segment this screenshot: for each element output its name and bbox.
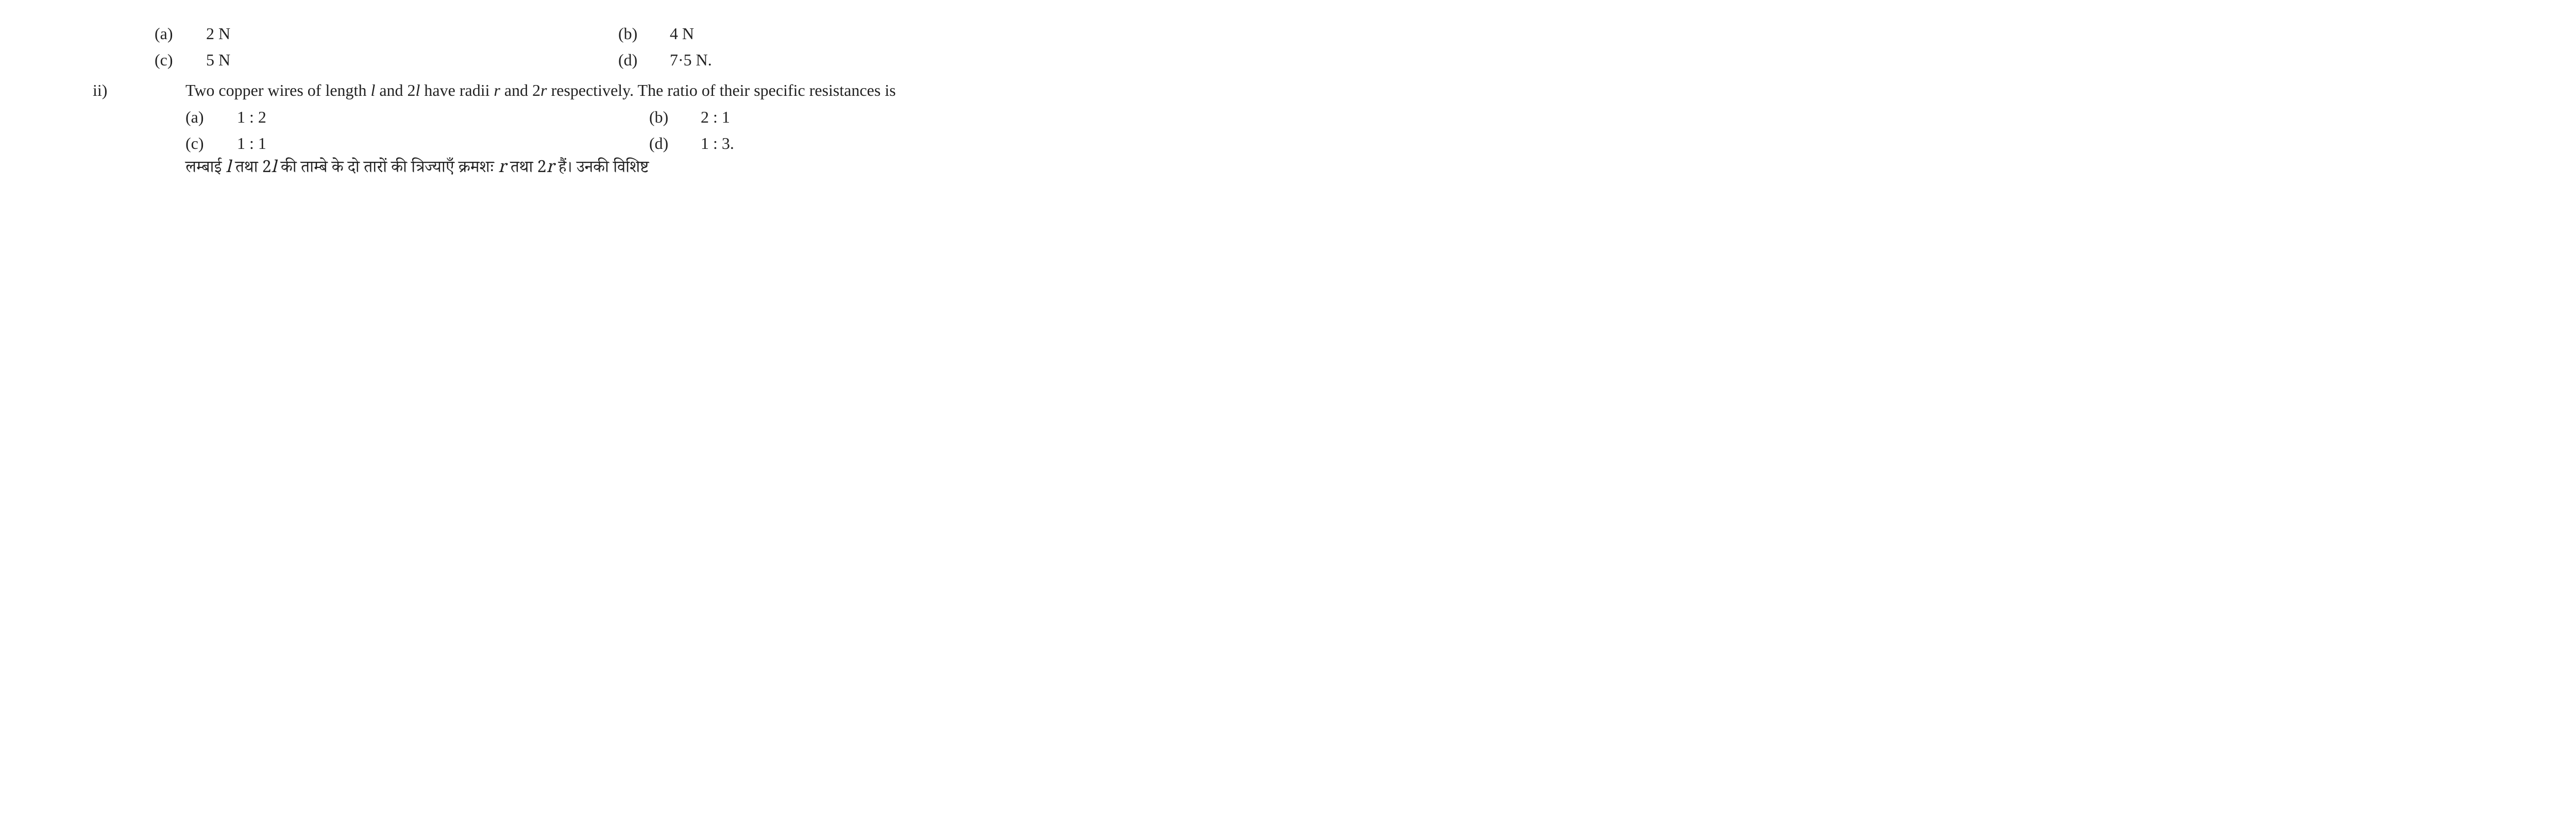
option-label: (a) [155,21,191,47]
question-text-english: Two copper wires of length l and 2l have… [185,77,1195,104]
option-label: (c) [185,130,222,157]
option-label: (c) [155,47,191,73]
text-fragment: हैं। उनकी विशिष्ट [554,157,649,182]
q2-option-a: (a) 1 : 2 [185,104,649,130]
option-text: 5 N [191,47,230,73]
text-fragment: Two copper wires of length [185,81,370,99]
variable-l: l [272,157,277,182]
question-number: ii) [62,77,185,104]
text-fragment: have radii [420,81,494,99]
variable-r: r [498,157,506,182]
question-ii: ii) Two copper wires of length l and 2l … [62,77,1195,183]
question-text-hindi: लम्बाई l तथा 2l की ताम्बे के दो तारों की… [185,157,1195,183]
text-fragment: and 2 [500,81,540,99]
variable-r: r [494,81,500,99]
option-text: 1 : 3. [685,130,734,157]
question-body: Two copper wires of length l and 2l have… [185,77,1195,183]
option-label: (d) [649,130,685,157]
q1-option-a: (a) 2 N [155,21,618,47]
variable-l: l [370,81,375,99]
variable-l: l [226,157,231,182]
q1-options-row-2: (c) 5 N (d) 7·5 N. [155,47,1195,73]
q1-option-b: (b) 4 N [618,21,979,47]
q2-option-b: (b) 2 : 1 [649,104,1010,130]
variable-r: r [547,157,554,182]
q2-option-c: (c) 1 : 1 [185,130,649,157]
option-text: 1 : 2 [222,104,266,130]
q2-option-d: (d) 1 : 3. [649,130,1010,157]
q1-option-d: (d) 7·5 N. [618,47,979,73]
text-fragment: तथा 2 [506,157,546,182]
option-label: (a) [185,104,222,130]
q1-option-c: (c) 5 N [155,47,618,73]
q1-options-row-1: (a) 2 N (b) 4 N [155,21,1195,47]
option-text: 1 : 1 [222,130,266,157]
option-text: 7·5 N. [654,47,712,73]
text-fragment: तथा 2 [231,157,271,182]
option-text: 2 N [191,21,230,47]
exam-question-block: (a) 2 N (b) 4 N (c) 5 N (d) 7·5 N. ii) T… [62,21,1195,183]
option-label: (b) [618,21,654,47]
variable-r: r [540,81,547,99]
text-fragment: respectively. The ratio of their specifi… [547,81,896,99]
option-label: (d) [618,47,654,73]
text-fragment: and 2 [375,81,415,99]
option-text: 2 : 1 [685,104,730,130]
option-label: (b) [649,104,685,130]
text-fragment: की ताम्बे के दो तारों की त्रिज्याएँ क्रम… [277,157,499,182]
option-text: 4 N [654,21,694,47]
q2-options-row-1: (a) 1 : 2 (b) 2 : 1 [185,104,1195,130]
text-fragment: लम्बाई [185,157,226,182]
q2-options-row-2: (c) 1 : 1 (d) 1 : 3. [185,130,1195,157]
